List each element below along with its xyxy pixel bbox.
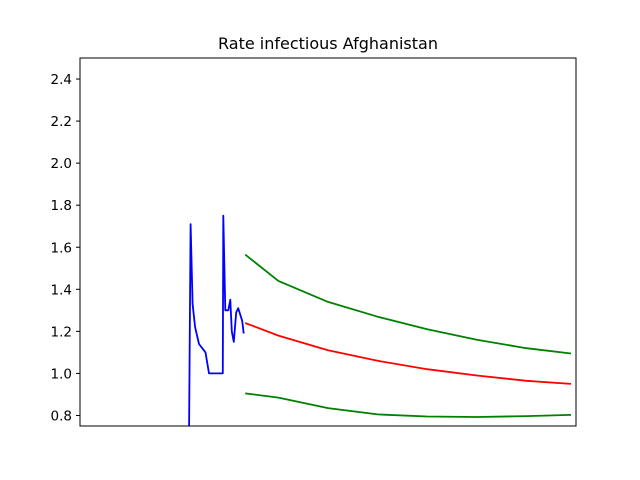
- plot-frame: [79, 57, 577, 427]
- series-line-3: [245, 392, 572, 418]
- y-tick-label: 0.8: [51, 408, 72, 424]
- series-line-1: [244, 322, 572, 385]
- series-line-0: [188, 214, 245, 426]
- y-tick-label: 2.0: [51, 156, 72, 172]
- series-line-2: [244, 253, 572, 355]
- plot-lines: [188, 214, 572, 426]
- y-tick-label: 2.2: [51, 114, 72, 130]
- y-tick-label: 2.4: [51, 72, 72, 88]
- y-axis: 0.8 1.0 1.2 1.4 1.6 1.8 2.0 2.2 2.4: [51, 72, 80, 424]
- y-tick-label: 1.0: [51, 366, 72, 382]
- y-tick-label: 1.8: [51, 198, 72, 214]
- y-tick-label: 1.2: [51, 324, 72, 340]
- y-tick-label: 1.4: [51, 282, 72, 298]
- chart-title: Rate infectious Afghanistan: [218, 34, 438, 53]
- y-tick-label: 1.6: [51, 240, 72, 256]
